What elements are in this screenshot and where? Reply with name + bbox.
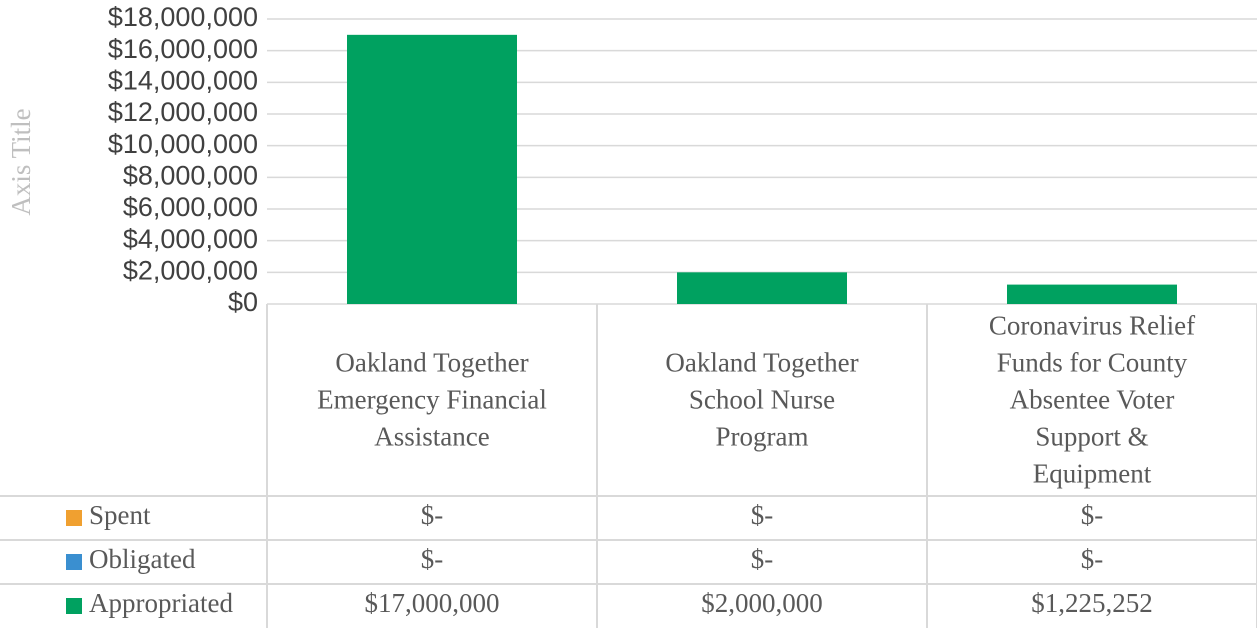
table-value: $- [751,544,774,574]
bar [1007,284,1177,304]
y-tick-label: $12,000,000 [108,97,258,127]
legend-label: Obligated [89,544,196,574]
table-value: $17,000,000 [365,588,500,618]
y-tick-label: $2,000,000 [123,255,258,285]
table-value: $- [421,500,444,530]
y-tick-label: $14,000,000 [108,65,258,95]
y-tick-label: $8,000,000 [123,160,258,190]
y-axis-title: Axis Title [6,108,36,215]
bar [677,272,847,304]
legend-label: Spent [89,500,151,530]
table-value: $- [1081,544,1104,574]
table-value: $- [1081,500,1104,530]
table-value: $- [751,500,774,530]
table-value: $- [421,544,444,574]
bar [347,34,517,304]
x-tick-label: Oakland Together Emergency Financial Ass… [317,347,547,452]
y-tick-label: $6,000,000 [123,192,258,222]
table-value: $1,225,252 [1031,588,1153,618]
legend-key [66,554,82,570]
legend-key [66,510,82,526]
legend-label: Appropriated [89,588,233,618]
y-tick-label: $18,000,000 [108,2,258,32]
y-tick-label: $0 [228,287,258,317]
legend-key [66,598,82,614]
x-tick-label: Coronavirus Relief Funds for County Abse… [988,310,1196,489]
y-tick-label: $10,000,000 [108,129,258,159]
y-tick-label: $4,000,000 [123,224,258,254]
x-tick-label: Oakland Together School Nurse Program [665,347,859,452]
y-tick-label: $16,000,000 [108,34,258,64]
table-value: $2,000,000 [701,588,823,618]
